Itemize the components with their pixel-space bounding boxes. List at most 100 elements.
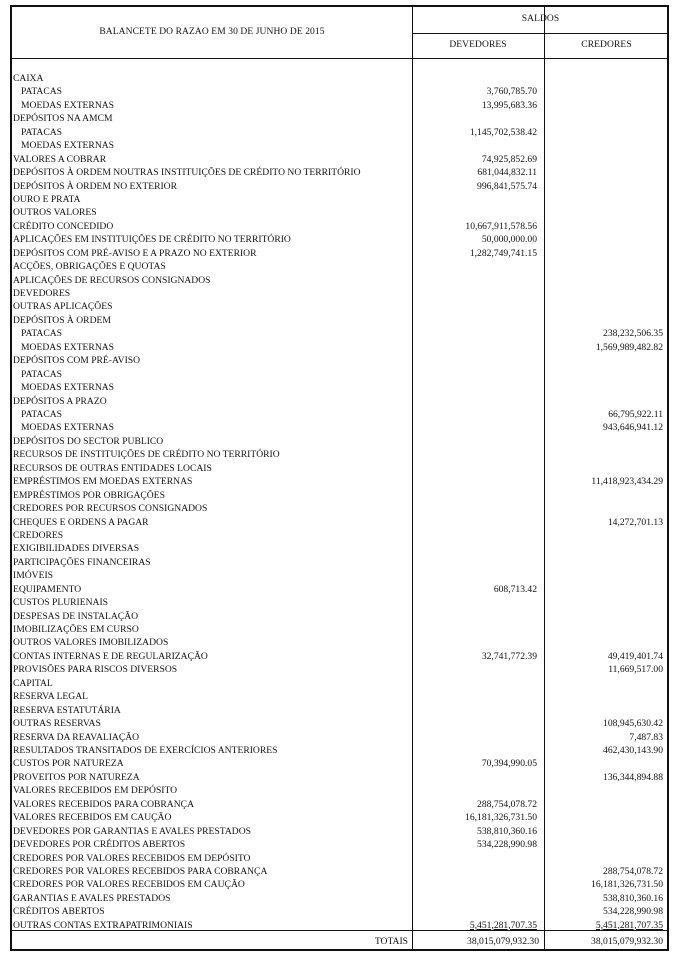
table-row: DEPÓSITOS COM PRÉ-AVISO E A PRAZO NO EXT… bbox=[12, 247, 667, 260]
table-row: CUSTOS PLURIENAIS bbox=[12, 596, 667, 609]
account-label: RECURSOS DE OUTRAS ENTIDADES LOCAIS bbox=[13, 462, 212, 474]
table-row: DEPÓSITOS COM PRÉ-AVISO bbox=[12, 354, 667, 367]
table-row: CUSTOS POR NATUREZA 70,394,990.05 bbox=[12, 757, 667, 770]
devedores-value: 538,810,360.16 bbox=[477, 825, 537, 837]
account-label: DEPÓSITOS COM PRÉ-AVISO bbox=[13, 355, 141, 367]
account-label: IMÓVEIS bbox=[13, 570, 53, 582]
table-row: RESERVA DA REAVALIAÇÃO 7,487.83 bbox=[12, 731, 667, 744]
table-row: DEPÓSITOS À ORDEM bbox=[12, 314, 667, 327]
account-label: APLICAÇÕES EM INSTITUIÇÕES DE CRÉDITO NO… bbox=[13, 234, 291, 246]
table-row: VALORES RECEBIDOS EM DEPÓSITO bbox=[12, 784, 667, 797]
account-label: RESERVA ESTATUTÁRIA bbox=[13, 704, 121, 716]
account-label: DEPÓSITOS DO SECTOR PUBLICO bbox=[13, 435, 164, 447]
table-row: CAPITAL bbox=[12, 677, 667, 690]
column-divider bbox=[544, 7, 545, 949]
table-row: PROVEITOS POR NATUREZA 136,344,894.88 bbox=[12, 771, 667, 784]
devedores-value: 70,394,990.05 bbox=[481, 758, 537, 770]
table-row: CRÉDITOS ABERTOS 534,228,990.98 bbox=[12, 905, 667, 918]
credores-value: 7,487.83 bbox=[629, 731, 663, 743]
table-row: APLICAÇÕES EM INSTITUIÇÕES DE CRÉDITO NO… bbox=[12, 233, 667, 246]
table-row: GARANTIAS E AVALES PRESTADOS 538,810,360.… bbox=[12, 892, 667, 905]
table-row: VALORES RECEBIDOS PARA COBRANÇA 288,754,0… bbox=[12, 798, 667, 811]
table-row: EQUIPAMENTO 608,713.42 bbox=[12, 583, 667, 596]
devedores-value: 74,925,852.69 bbox=[481, 153, 537, 165]
table-row: PATACAS 1,145,702,538.42 bbox=[12, 126, 667, 139]
table-row: PARTICIPAÇÕES FINANCEIRAS bbox=[12, 556, 667, 569]
table-row: DEVEDORES bbox=[12, 287, 667, 300]
table-row: OUTROS VALORES bbox=[12, 206, 667, 219]
table-row: PATACAS bbox=[12, 368, 667, 381]
account-label: OUTRAS CONTAS EXTRAPATRIMONIAIS bbox=[13, 919, 193, 931]
table-row: OUTRAS RESERVAS 108,945,630.42 bbox=[12, 717, 667, 730]
table-row: RECURSOS DE INSTITUIÇÕES DE CRÉDITO NO T… bbox=[12, 448, 667, 461]
credores-value: 538,810,360.16 bbox=[603, 892, 663, 904]
table-row: MOEDAS EXTERNAS 1,569,989,482.82 bbox=[12, 341, 667, 354]
account-label: DESPESAS DE INSTALAÇÃO bbox=[13, 610, 139, 622]
credores-value: 11,418,923,434.29 bbox=[591, 476, 663, 488]
totals-label: TOTAIS bbox=[374, 936, 408, 947]
table-row: CONTAS INTERNAS E DE REGULARIZAÇÃO 32,741… bbox=[12, 650, 667, 663]
totals-devedores: 38,015,079,932.30 bbox=[467, 936, 539, 947]
saldos-header: SALDOS bbox=[521, 14, 560, 24]
account-label: OUTROS VALORES bbox=[13, 207, 97, 219]
table-row: EMPRÉSTIMOS POR OBRIGAÇÕES bbox=[12, 489, 667, 502]
account-label: DEVEDORES POR GARANTIAS E AVALES PRESTAD… bbox=[13, 825, 251, 837]
credores-value: 943,646,941.12 bbox=[603, 422, 663, 434]
account-label: CHEQUES E ORDENS A PAGAR bbox=[13, 516, 149, 528]
account-label: EXIGIBILIDADES DIVERSAS bbox=[13, 543, 140, 555]
account-label: PATACAS bbox=[21, 368, 63, 380]
table-row: MOEDAS EXTERNAS 943,646,941.12 bbox=[12, 421, 667, 434]
account-label: DEPÓSITOS À ORDEM NOUTRAS INSTITUIÇÕES D… bbox=[13, 167, 361, 179]
credores-value: 462,430,143.90 bbox=[603, 745, 663, 756]
credores-value: 1,569,989,482.82 bbox=[595, 341, 663, 353]
account-label: DEVEDORES bbox=[13, 288, 71, 300]
table-row: PROVISÕES PARA RISCOS DIVERSOS 11,669,517… bbox=[12, 663, 667, 676]
devedores-value: 5,451,281,707.35 bbox=[469, 919, 537, 931]
account-label: VALORES RECEBIDOS PARA COBRANÇA bbox=[13, 798, 194, 810]
credores-header: CREDORES bbox=[581, 40, 632, 50]
account-label: EQUIPAMENTO bbox=[13, 583, 82, 595]
credores-value: 534,228,990.98 bbox=[603, 906, 663, 918]
table-row: CREDORES POR RECURSOS CONSIGNADOS bbox=[12, 502, 667, 515]
account-label: DEPÓSITOS NA AMCM bbox=[13, 113, 113, 125]
header-bottom-rule bbox=[12, 58, 667, 59]
table-row: MOEDAS EXTERNAS 13,995,683.36 bbox=[12, 99, 667, 112]
account-label: CAIXA bbox=[13, 73, 44, 84]
credores-value: 136,344,894.88 bbox=[603, 771, 663, 783]
account-label: CAPITAL bbox=[13, 677, 53, 689]
account-label: CREDORES POR VALORES RECEBIDOS PARA COBR… bbox=[13, 865, 268, 877]
account-label: EMPRÉSTIMOS POR OBRIGAÇÕES bbox=[13, 489, 165, 501]
account-label: CREDORES POR VALORES RECEBIDOS EM DEPÓSI… bbox=[13, 852, 251, 864]
ledger-balance-table: BALANCETE DO RAZAO EM 30 DE JUNHO DE 201… bbox=[10, 5, 669, 951]
account-label: RESULTADOS TRANSITADOS DE EXERCÍCIOS ANT… bbox=[13, 745, 278, 756]
credores-value: 14,272,701.13 bbox=[607, 516, 663, 528]
devedores-value: 3,760,785.70 bbox=[486, 86, 537, 98]
account-label: DEPÓSITOS COM PRÉ-AVISO E A PRAZO NO EXT… bbox=[13, 247, 257, 259]
account-label: OUTROS VALORES IMOBILIZADOS bbox=[13, 637, 169, 649]
table-row: DESPESAS DE INSTALAÇÃO bbox=[12, 610, 667, 623]
table-row: DEPÓSITOS À ORDEM NOUTRAS INSTITUIÇÕES D… bbox=[12, 166, 667, 179]
account-label: VALORES A COBRAR bbox=[13, 153, 107, 165]
account-label: IMOBILIZAÇÕES EM CURSO bbox=[13, 624, 139, 636]
account-label: CREDORES POR RECURSOS CONSIGNADOS bbox=[13, 503, 208, 515]
account-label: PROVEITOS POR NATUREZA bbox=[13, 771, 140, 783]
devedores-value: 681,044,832.11 bbox=[477, 167, 537, 179]
table-row: RESERVA LEGAL bbox=[12, 690, 667, 703]
account-label: PROVISÕES PARA RISCOS DIVERSOS bbox=[13, 664, 178, 676]
table-row: OUTRAS CONTAS EXTRAPATRIMONIAIS 5,451,281… bbox=[12, 919, 667, 932]
account-label: MOEDAS EXTERNAS bbox=[21, 140, 115, 152]
account-label: DEVEDORES POR CRÉDITOS ABERTOS bbox=[13, 839, 186, 851]
table-row: DEPÓSITOS NA AMCM bbox=[12, 112, 667, 125]
table-row: CRÉDITO CONCEDIDO 10,667,911,578.56 bbox=[12, 220, 667, 233]
totals-rule bbox=[12, 930, 667, 931]
saldos-rule bbox=[412, 33, 667, 34]
table-row: PATACAS 238,232,506.35 bbox=[12, 327, 667, 340]
table-row: RESERVA ESTATUTÁRIA bbox=[12, 704, 667, 717]
account-label: DEPÓSITOS À ORDEM bbox=[13, 314, 111, 326]
table-row: OUTROS VALORES IMOBILIZADOS bbox=[12, 636, 667, 649]
table-row: CAIXA bbox=[12, 72, 667, 85]
account-label: VALORES RECEBIDOS EM DEPÓSITO bbox=[13, 785, 178, 797]
credores-value: 238,232,506.35 bbox=[603, 328, 663, 340]
account-label: RESERVA LEGAL bbox=[13, 691, 89, 703]
account-label: OUTRAS APLICAÇÕES bbox=[13, 301, 113, 313]
